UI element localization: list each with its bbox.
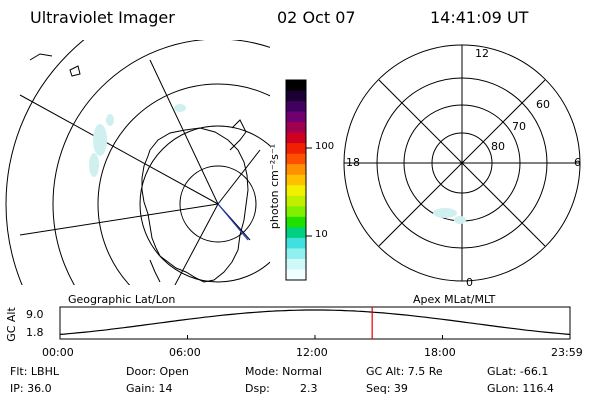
seq-info: Seq: 39 <box>366 382 408 395</box>
colorbar-band <box>286 111 306 123</box>
mode-info: Mode: Normal <box>245 365 322 378</box>
coastline-fragment <box>29 53 53 61</box>
aurora-emission <box>89 104 186 177</box>
colorbar-band <box>286 153 306 165</box>
gc-alt-info: GC Alt: 7.5 Re <box>366 365 443 378</box>
lat-circle <box>179 165 257 243</box>
mlt-label-6: 6 <box>574 156 581 169</box>
colorbar-frame <box>285 79 307 281</box>
orbit-frame <box>59 306 571 340</box>
mlt-label-0: 0 <box>466 276 473 289</box>
glon-info: GLon: 116.4 <box>487 382 554 395</box>
colorbar-tick-label: 100 <box>315 141 335 152</box>
date-label: 02 Oct 07 <box>277 8 356 27</box>
colorbar-band <box>286 227 306 239</box>
mlt-line <box>378 79 546 247</box>
lat-circle <box>52 40 270 285</box>
colorbar-band <box>286 174 306 186</box>
meridian-line <box>149 59 219 205</box>
meridian-line <box>19 203 219 236</box>
aurora-emission-polar <box>433 208 466 224</box>
colorbar-band <box>286 132 306 144</box>
orbit-xtick: 23:59 <box>551 346 583 359</box>
colorbar-band <box>286 101 306 113</box>
colorbar-band <box>286 185 306 197</box>
meridian-line <box>217 149 261 205</box>
right-panel-title: Apex MLat/MLT <box>413 293 496 306</box>
dsp-value: 2.3 <box>300 382 318 395</box>
ip-info: IP: 36.0 <box>10 382 52 395</box>
orbit-plot <box>59 306 571 340</box>
orbit-ylabel: GC Alt <box>4 307 18 342</box>
colorbar-band <box>286 216 306 228</box>
orbit-xtick: 06:00 <box>169 346 201 359</box>
colorbar-label: photon cm⁻²s⁻¹ <box>268 143 282 230</box>
lat-circle <box>97 83 270 285</box>
door-info: Door: Open <box>126 365 189 378</box>
colorbar-band <box>286 258 306 270</box>
orbit-xtick: 12:00 <box>296 346 328 359</box>
altitude-curve <box>59 309 571 335</box>
lat-label-70: 70 <box>512 120 526 133</box>
colorbar-band <box>286 143 306 155</box>
meridian-line <box>174 203 219 285</box>
orbit-xtick: 18:00 <box>424 346 456 359</box>
filter-info: Flt: LBHL <box>10 365 59 378</box>
left-panel-title: Geographic Lat/Lon <box>68 293 176 306</box>
coastline-fragment <box>149 259 161 283</box>
antarctica-coastline <box>141 127 249 283</box>
gain-info: Gain: 14 <box>126 382 173 395</box>
time-label: 14:41:09 UT <box>430 8 529 27</box>
orbit-ytick: 9.0 <box>26 308 44 321</box>
mlt-label-18: 18 <box>346 156 360 169</box>
geographic-map-panel <box>5 40 270 285</box>
glat-info: GLat: -66.1 <box>487 365 549 378</box>
dsp-label: Dsp: <box>245 382 270 395</box>
colorbar-band <box>286 269 306 281</box>
colorbar-band <box>286 248 306 260</box>
instrument-title: Ultraviolet Imager <box>30 8 175 27</box>
colorbar-band <box>286 122 306 134</box>
coastline-fragment <box>229 119 247 151</box>
polar-plot <box>343 44 581 282</box>
meridian-line <box>19 94 219 205</box>
orbit-xtick: 00:00 <box>42 346 74 359</box>
colorbar-band <box>286 80 306 92</box>
colorbar-band <box>286 237 306 249</box>
colorbar-band <box>286 195 306 207</box>
lat-circle <box>139 125 270 283</box>
colorbar-tick-label: 10 <box>315 229 328 240</box>
lat-label-80: 80 <box>491 140 505 153</box>
mlt-label-12: 12 <box>475 47 489 60</box>
colorbar <box>286 80 306 281</box>
colorbar-band <box>286 90 306 102</box>
footprint-track <box>217 203 249 241</box>
orbit-ytick: 1.8 <box>26 326 44 339</box>
coastline-fragment <box>69 65 81 77</box>
colorbar-band <box>286 206 306 218</box>
lat-label-60: 60 <box>536 98 550 111</box>
lat-circle <box>5 40 85 285</box>
colorbar-band <box>286 164 306 176</box>
